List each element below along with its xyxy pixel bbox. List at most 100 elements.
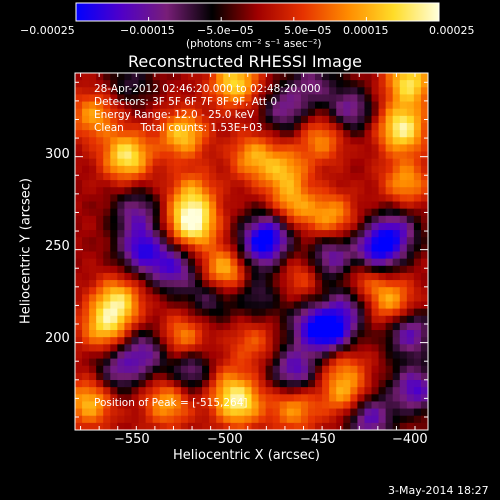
heatmap-cell (180, 265, 189, 274)
heatmap-cell (244, 165, 252, 174)
heatmap-cell (124, 401, 132, 409)
heatmap-cell (131, 180, 139, 188)
heatmap-cell (286, 122, 295, 131)
heatmap-cell (195, 287, 203, 295)
heatmap-cell (110, 330, 118, 338)
heatmap-cell (230, 237, 238, 245)
heatmap-cell (237, 73, 245, 81)
heatmap-cell (420, 172, 429, 181)
heatmap-cell (244, 322, 252, 331)
heatmap-cell (82, 144, 90, 152)
heatmap-cell (89, 365, 97, 374)
heatmap-cell (350, 73, 358, 81)
heatmap-cell (223, 180, 231, 188)
heatmap-cell (152, 151, 161, 160)
heatmap-cell (166, 101, 175, 110)
heatmap-cell (230, 244, 238, 252)
heatmap-cell (329, 394, 337, 402)
heatmap-cell (399, 165, 408, 174)
heatmap-cell (300, 394, 309, 402)
heatmap-cell (307, 172, 316, 181)
heatmap-cell (209, 244, 217, 252)
heatmap-cell (272, 422, 281, 431)
heatmap-cell (230, 372, 238, 381)
heatmap-cell (399, 308, 408, 317)
heatmap-cell (195, 130, 203, 138)
heatmap-cell (124, 187, 132, 195)
heatmap-cell (82, 180, 90, 188)
heatmap-cell (159, 408, 168, 417)
heatmap-cell (82, 194, 90, 202)
heatmap-cell (265, 337, 274, 345)
heatmap-cell (124, 122, 132, 131)
heatmap-cell (336, 301, 344, 310)
heatmap-cell (96, 222, 104, 231)
heatmap-cell (110, 194, 118, 202)
heatmap-cell (350, 401, 358, 409)
heatmap-cell (258, 365, 267, 374)
heatmap-cell (82, 308, 90, 317)
heatmap-cell (392, 172, 401, 181)
heatmap-cell (187, 251, 196, 260)
heatmap-cell (124, 144, 132, 152)
heatmap-cell (406, 122, 415, 131)
heatmap-cell (251, 172, 259, 181)
heatmap-cell (244, 294, 252, 302)
heatmap-cell (187, 165, 196, 174)
heatmap-cell (265, 87, 274, 95)
heatmap-cell (103, 122, 111, 131)
heatmap-cell (124, 73, 132, 81)
heatmap-cell (343, 372, 351, 381)
heatmap-cell (399, 208, 408, 217)
heatmap-cell (237, 294, 245, 302)
heatmap-cell (420, 422, 429, 431)
heatmap-cell (195, 394, 203, 402)
heatmap-cell (392, 265, 401, 274)
heatmap-cell (216, 180, 224, 188)
heatmap-cell (364, 272, 372, 281)
heatmap-cell (307, 180, 316, 188)
heatmap-cell (96, 244, 104, 252)
heatmap-cell (286, 265, 295, 274)
heatmap-cell (166, 344, 175, 352)
heatmap-cell (152, 101, 161, 110)
heatmap-cell (272, 287, 281, 295)
heatmap-cell (399, 144, 408, 152)
heatmap-cell (399, 122, 408, 131)
heatmap-cell (300, 408, 309, 417)
heatmap-cell (230, 251, 238, 260)
heatmap-cell (329, 244, 337, 252)
heatmap-cell (350, 308, 358, 317)
heatmap-cell (315, 272, 323, 281)
heatmap-cell (216, 265, 224, 274)
heatmap-cell (315, 301, 323, 310)
heatmap-cell (230, 394, 238, 402)
heatmap-cell (343, 401, 351, 409)
heatmap-cell (329, 101, 337, 110)
heatmap-cell (173, 258, 182, 267)
heatmap-cell (124, 358, 132, 367)
heatmap-cell (223, 337, 231, 345)
heatmap-cell (392, 187, 401, 195)
heatmap-cell (392, 258, 401, 267)
heatmap-cell (307, 151, 316, 160)
heatmap-cell (279, 172, 288, 181)
heatmap-cell (343, 215, 351, 224)
heatmap-cell (336, 351, 344, 359)
heatmap-cell (110, 80, 118, 88)
heatmap-cell (159, 230, 168, 238)
heatmap-cell (406, 308, 415, 317)
heatmap-cell (350, 158, 358, 167)
heatmap-cell (392, 87, 401, 95)
heatmap-cell (159, 108, 168, 117)
heatmap-cell (385, 244, 394, 252)
heatmap-cell (75, 230, 83, 238)
heatmap-cell (265, 265, 274, 274)
heatmap-cell (336, 151, 344, 160)
heatmap-cell (399, 94, 408, 102)
heatmap-cell (343, 315, 351, 324)
heatmap-cell (371, 73, 379, 81)
heatmap-cell (300, 208, 309, 217)
heatmap-cell (138, 408, 146, 417)
heatmap-cell (244, 287, 252, 295)
